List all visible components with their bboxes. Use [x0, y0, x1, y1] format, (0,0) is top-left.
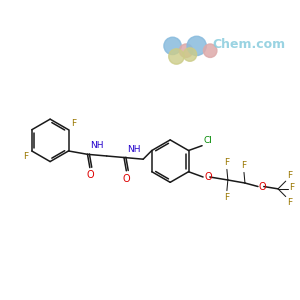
Circle shape	[203, 44, 217, 57]
Text: F: F	[23, 152, 28, 161]
Text: O: O	[122, 174, 130, 184]
Circle shape	[169, 49, 184, 64]
Text: NH: NH	[90, 141, 104, 150]
Text: F: F	[242, 161, 247, 170]
Text: F: F	[289, 183, 294, 192]
Text: O: O	[259, 182, 267, 191]
Circle shape	[164, 37, 181, 55]
Text: F: F	[287, 171, 292, 180]
Text: O: O	[204, 172, 212, 182]
Circle shape	[187, 36, 206, 56]
Text: NH: NH	[127, 145, 140, 154]
Text: Chem.com: Chem.com	[212, 38, 285, 51]
Text: F: F	[224, 158, 230, 167]
Text: Cl: Cl	[203, 136, 212, 145]
Text: O: O	[86, 170, 94, 181]
Text: F: F	[71, 119, 76, 128]
Text: F: F	[287, 197, 292, 206]
Text: F: F	[224, 193, 230, 202]
Circle shape	[179, 44, 193, 57]
Circle shape	[183, 48, 197, 61]
